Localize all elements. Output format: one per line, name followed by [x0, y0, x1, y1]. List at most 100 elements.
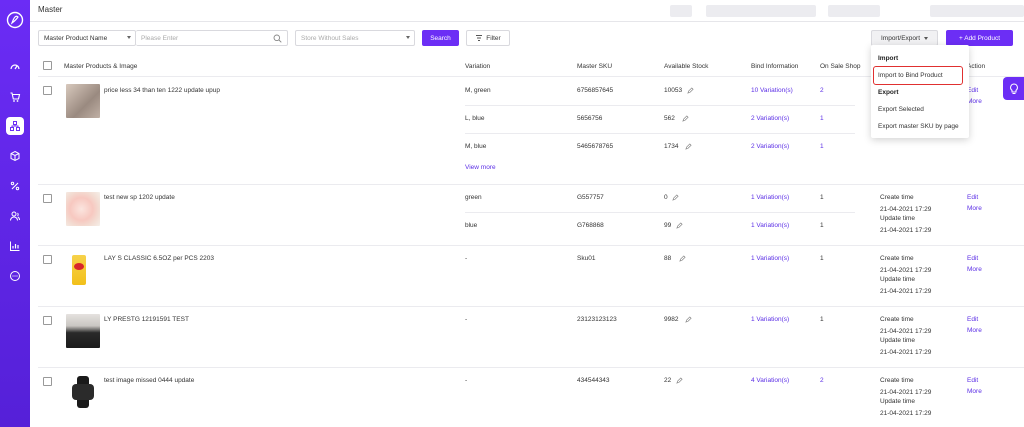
- update-time-value: 21-04-2021 17:29: [880, 288, 932, 295]
- edit-pencil-icon[interactable]: [682, 115, 689, 122]
- variation: M, blue: [465, 143, 487, 150]
- create-time-value: 21-04-2021 17:29: [880, 328, 932, 335]
- product-table: Master Products & Image Variation Master…: [30, 54, 1024, 427]
- more-link[interactable]: More: [967, 266, 982, 273]
- stock-value: 9982: [664, 316, 679, 323]
- chevron-down-icon: [127, 36, 131, 39]
- edit-pencil-icon[interactable]: [685, 143, 692, 150]
- search-type-value: Master Product Name: [44, 34, 108, 42]
- edit-link[interactable]: Edit: [967, 255, 979, 262]
- stock-value: 22: [664, 377, 672, 384]
- header-bind: Bind Information: [751, 63, 799, 70]
- header-divider: [38, 76, 1024, 77]
- more-link[interactable]: More: [967, 98, 982, 105]
- logo-icon[interactable]: [5, 10, 25, 30]
- toolbar: Master Product Name Please Enter Store W…: [30, 22, 1024, 54]
- product-name[interactable]: test new sp 1202 update: [104, 194, 175, 201]
- stock-value: 562: [664, 115, 675, 122]
- edit-pencil-icon[interactable]: [679, 255, 686, 262]
- bind-info-link[interactable]: 1 Variation(s): [751, 255, 790, 262]
- edit-pencil-icon[interactable]: [676, 377, 683, 384]
- master-sku: G557757: [577, 194, 604, 201]
- product-thumbnail[interactable]: [66, 192, 100, 226]
- redacted-block: [828, 5, 880, 17]
- edit-link[interactable]: Edit: [967, 87, 979, 94]
- bind-info-link[interactable]: 4 Variation(s): [751, 377, 790, 384]
- sidebar-item-products[interactable]: [6, 117, 24, 135]
- sidebar-item-reports[interactable]: [6, 237, 24, 255]
- product-thumbnail[interactable]: [66, 84, 100, 118]
- product-thumbnail[interactable]: [66, 253, 100, 287]
- shop-count-link[interactable]: 1: [820, 115, 824, 122]
- lightbulb-icon: [1009, 82, 1018, 94]
- variant-divider: [465, 212, 855, 213]
- redacted-block: [670, 5, 692, 17]
- edit-link[interactable]: Edit: [967, 377, 979, 384]
- search-button[interactable]: Search: [422, 30, 459, 46]
- more-link[interactable]: More: [967, 388, 982, 395]
- row-checkbox[interactable]: [43, 194, 52, 203]
- sidebar-item-customers[interactable]: [6, 207, 24, 225]
- bind-info-link[interactable]: 10 Variation(s): [751, 87, 793, 94]
- select-all-checkbox[interactable]: [43, 61, 52, 70]
- row-checkbox[interactable]: [43, 86, 52, 95]
- product-thumbnail[interactable]: [66, 314, 100, 348]
- product-name[interactable]: test image missed 0444 update: [104, 377, 195, 384]
- import-section-header: Import: [878, 55, 899, 62]
- shop-count: 1: [820, 194, 824, 201]
- edit-link[interactable]: Edit: [967, 194, 979, 201]
- bind-info-link[interactable]: 1 Variation(s): [751, 194, 790, 201]
- more-link[interactable]: More: [967, 205, 982, 212]
- search-input[interactable]: Please Enter: [136, 30, 288, 46]
- sidebar-item-chat[interactable]: [6, 267, 24, 285]
- row-checkbox[interactable]: [43, 316, 52, 325]
- bind-info-link[interactable]: 1 Variation(s): [751, 316, 790, 323]
- row-checkbox[interactable]: [43, 377, 52, 386]
- create-time-label: Create time: [880, 377, 914, 384]
- edit-pencil-icon[interactable]: [676, 222, 683, 229]
- highlight-outline: [873, 66, 963, 85]
- product-thumbnail[interactable]: [66, 375, 100, 409]
- master-sku: 434544343: [577, 377, 610, 384]
- menu-item-import-bind[interactable]: Import to Bind Product: [878, 72, 943, 79]
- filter-button[interactable]: Filter: [466, 30, 510, 46]
- create-time-label: Create time: [880, 255, 914, 262]
- edit-pencil-icon[interactable]: [687, 87, 694, 94]
- product-name[interactable]: price less 34 than ten 1222 update upup: [104, 87, 221, 94]
- bind-info-link[interactable]: 2 Variation(s): [751, 143, 790, 150]
- search-type-select[interactable]: Master Product Name: [38, 30, 136, 46]
- row-divider: [38, 306, 1024, 307]
- header-action: Action: [967, 63, 986, 70]
- import-export-button[interactable]: Import/Export: [871, 30, 938, 46]
- add-product-button[interactable]: + Add Product: [946, 30, 1013, 46]
- row-checkbox[interactable]: [43, 255, 52, 264]
- store-select[interactable]: Store Without Sales: [295, 30, 415, 46]
- sidebar-item-orders[interactable]: [6, 88, 24, 106]
- shop-count-link[interactable]: 2: [820, 377, 824, 384]
- sidebar-item-inventory[interactable]: [6, 147, 24, 165]
- chevron-down-icon: [924, 36, 928, 40]
- more-link[interactable]: More: [967, 327, 982, 334]
- chevron-down-icon: [406, 36, 410, 39]
- shop-count-link[interactable]: 2: [820, 87, 824, 94]
- variation: blue: [465, 222, 478, 229]
- product-name[interactable]: LY PRESTG 12191591 TEST: [104, 316, 189, 323]
- sidebar-item-promotions[interactable]: [6, 177, 24, 195]
- view-more-link[interactable]: View more: [465, 164, 496, 171]
- bind-info-link[interactable]: 2 Variation(s): [751, 115, 790, 122]
- edit-pencil-icon[interactable]: [672, 194, 679, 201]
- menu-item-export-selected[interactable]: Export Selected: [878, 106, 924, 113]
- edit-link[interactable]: Edit: [967, 316, 979, 323]
- shop-count-link[interactable]: 1: [820, 143, 824, 150]
- help-float-button[interactable]: [1003, 77, 1024, 100]
- sidebar-item-dashboard[interactable]: [6, 58, 24, 76]
- product-name[interactable]: LAY S CLASSIC 6.5OZ per PCS 2203: [104, 255, 214, 262]
- update-time-label: Update time: [880, 337, 916, 344]
- update-time-value: 21-04-2021 17:29: [880, 227, 932, 234]
- update-time-value: 21-04-2021 17:29: [880, 349, 932, 356]
- variant-divider: [465, 105, 855, 106]
- master-sku: 5465678765: [577, 143, 614, 150]
- edit-pencil-icon[interactable]: [685, 316, 692, 323]
- bind-info-link[interactable]: 1 Variation(s): [751, 222, 790, 229]
- menu-item-export-by-page[interactable]: Export master SKU by page: [878, 123, 959, 130]
